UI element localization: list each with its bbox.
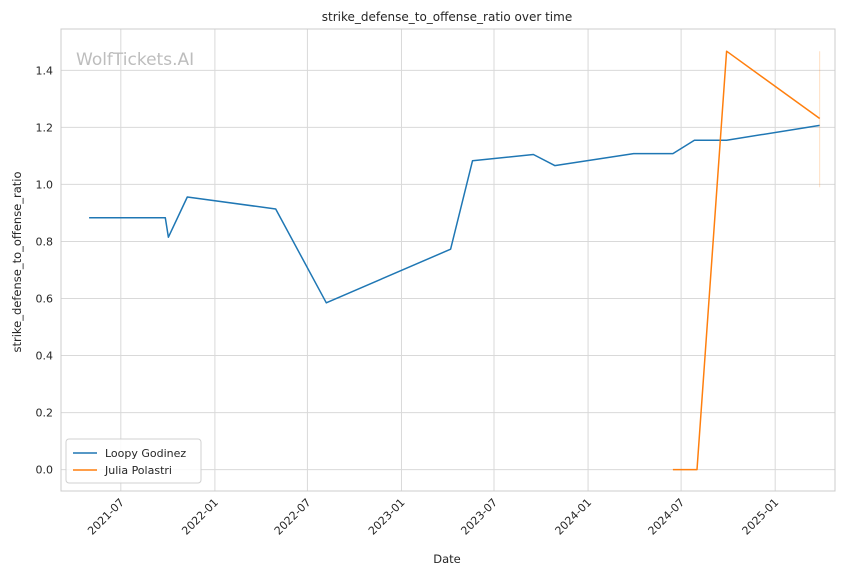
axes-frame [60, 28, 836, 492]
y-tick-label: 1.2 [36, 121, 54, 134]
x-axis-ticks: 2021-07 2022-01 2022-07 2023-01 2023-07 2024-… [85, 496, 781, 538]
x-tick-label: 2024-01 [553, 496, 595, 538]
series-line-loopy-godinez [89, 124, 820, 304]
y-tick-label: 0.6 [36, 293, 54, 306]
x-tick-label: 2022-01 [179, 496, 221, 538]
legend-box [65, 438, 202, 484]
watermark: WolfTickets.AI [76, 50, 194, 70]
legend: Loopy Godinez Julia Polastri [65, 438, 202, 484]
legend-label: Loopy Godinez [105, 447, 186, 460]
y-tick-label: 0.2 [36, 407, 54, 420]
y-tick-label: 1.4 [36, 64, 54, 77]
y-axis-ticks: 0.0 0.2 0.4 0.6 0.8 1.0 1.2 1.4 [36, 64, 54, 476]
series-line-julia-polastri [672, 50, 821, 471]
x-tick-label: 2023-01 [366, 496, 408, 538]
y-tick-label: 0.4 [36, 350, 54, 363]
grid [61, 29, 835, 491]
legend-label: Julia Polastri [104, 464, 172, 477]
plot-area-border [60, 28, 836, 492]
y-tick-label: 0.0 [36, 464, 54, 477]
y-axis-label: strike_defense_to_offense_ratio [10, 171, 24, 352]
x-axis-label: Date [433, 552, 461, 566]
y-tick-label: 1.0 [36, 178, 54, 191]
y-tick-label: 0.8 [36, 235, 54, 248]
x-tick-label: 2025-01 [740, 496, 782, 538]
chart-title: strike_defense_to_offense_ratio over tim… [322, 10, 572, 24]
series-lines [89, 50, 821, 471]
x-tick-label: 2022-07 [272, 496, 314, 538]
x-tick-label: 2021-07 [85, 496, 127, 538]
x-tick-label: 2024-07 [646, 496, 688, 538]
x-tick-label: 2023-07 [458, 496, 500, 538]
